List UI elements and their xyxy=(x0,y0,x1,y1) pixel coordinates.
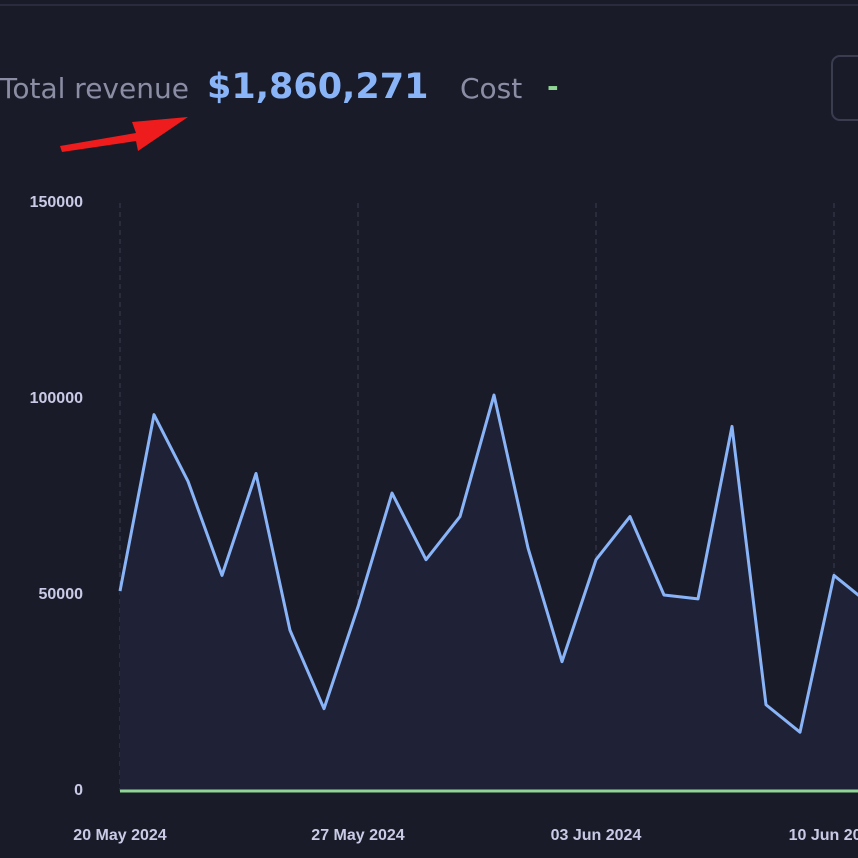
y-tick-label: 0 xyxy=(74,782,83,799)
revenue-total: $1,860,271 xyxy=(207,67,428,107)
revenue-label: Total revenue xyxy=(0,72,189,105)
y-tick-label: 100000 xyxy=(30,390,83,407)
arrow-annotation xyxy=(60,117,188,152)
x-tick-label: 20 May 2024 xyxy=(73,827,167,844)
cost-value: - xyxy=(547,70,559,103)
y-tick-label: 50000 xyxy=(39,586,84,603)
y-tick-label: 150000 xyxy=(30,194,83,211)
series-line xyxy=(118,393,858,734)
x-tick-label: 27 May 2024 xyxy=(311,827,405,844)
button[interactable] xyxy=(831,55,858,121)
x-tick-label: 03 Jun 2024 xyxy=(551,827,642,844)
cost-label: Cost xyxy=(460,72,522,105)
plot: 20 May 2024 27 May 2024 03 Jun 2024 10 Jun … xyxy=(30,194,858,844)
area-fill xyxy=(120,395,858,791)
x-tick-label: 10 Jun 2024 xyxy=(789,827,858,844)
